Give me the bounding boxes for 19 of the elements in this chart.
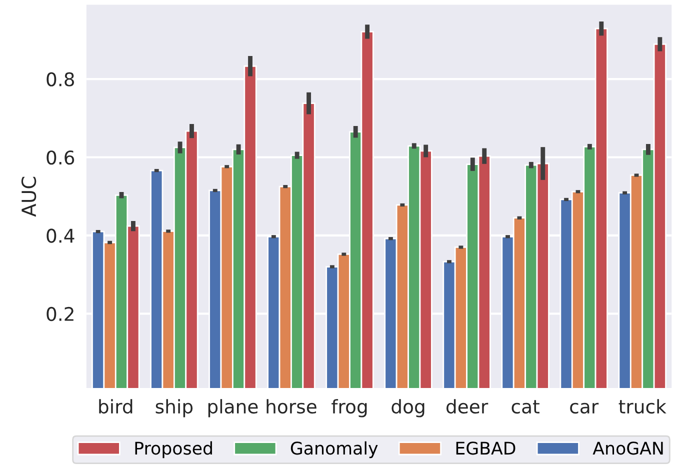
x-tick-label: horse [266, 399, 316, 414]
x-tick-label: car [570, 402, 599, 414]
y-tick-label: 0.4 [46, 228, 74, 243]
y-tick-label: 0.8 [46, 72, 74, 86]
legend-label: AnoGAN [592, 442, 663, 455]
x-tick-label: bird [99, 399, 132, 414]
x-tick-label: ship [156, 399, 193, 418]
x-tick-label: plane [208, 399, 258, 418]
legend-label: EGBAD [456, 442, 516, 455]
y-tick-label: 0.2 [46, 306, 74, 322]
x-tick-label: deer [446, 399, 488, 414]
y-axis-title: AUC [21, 176, 36, 217]
legend-label: Ganomaly [290, 441, 378, 458]
x-tick-label: cat [512, 400, 540, 414]
x-tick-label: dog [392, 399, 424, 418]
legend-label: Proposed [135, 441, 212, 458]
x-tick-label: frog [332, 399, 367, 418]
x-tick-label: truck [618, 399, 666, 414]
y-tick-label: 0.6 [46, 150, 74, 165]
